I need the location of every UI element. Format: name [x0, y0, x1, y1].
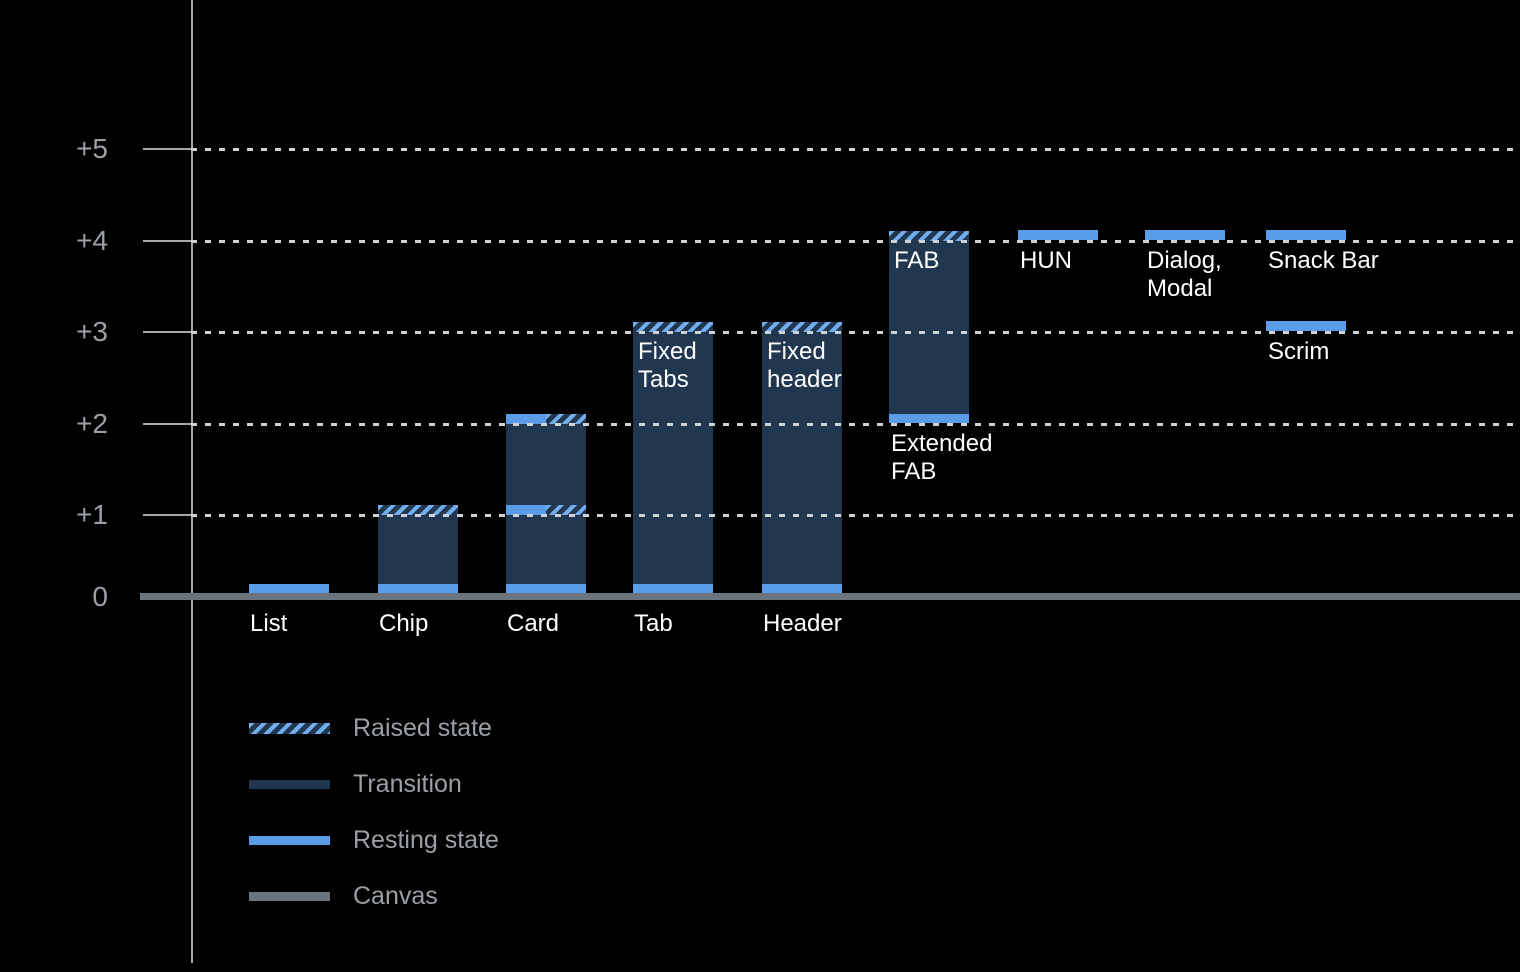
legend-label: Canvas — [353, 882, 438, 910]
legend-swatch-resting — [249, 835, 330, 845]
canvas-baseline — [140, 593, 1520, 600]
bar-inner-label: Fixed header — [767, 338, 842, 393]
bar-resting-strip — [249, 584, 329, 593]
y-tick-label: +3 — [76, 316, 108, 347]
bar-transition-segment — [506, 423, 586, 505]
y-axis-tick — [143, 514, 191, 516]
y-axis-tick — [143, 422, 191, 425]
legend-label: Raised state — [353, 714, 492, 742]
gridline-dotted — [191, 331, 1520, 334]
bar-transition-segment — [762, 332, 842, 584]
bar-inner-label: FAB — [894, 246, 940, 274]
y-tick-label: +4 — [76, 224, 108, 256]
bar-below-label: Dialog, Modal — [1147, 246, 1222, 302]
bar-raised-cap — [762, 322, 842, 332]
bar-below-label: Snack Bar — [1268, 246, 1379, 274]
bar-transition-segment — [378, 515, 458, 584]
y-axis-tick — [143, 239, 191, 242]
bar-resting-strip — [378, 584, 458, 593]
bar-inner-label: Fixed Tabs — [638, 338, 697, 393]
floating-resting-strip — [1266, 321, 1346, 331]
legend-label: Transition — [353, 770, 462, 798]
bar-resting-strip — [506, 584, 586, 593]
y-axis-tick — [143, 148, 191, 150]
x-axis-label: List — [250, 610, 288, 637]
gridline-dotted — [191, 148, 1520, 151]
legend-item: Canvas — [249, 880, 438, 912]
bar-resting-half-cap — [506, 505, 546, 515]
bar-below-label: Extended FAB — [891, 429, 993, 485]
bar-raised-half-cap — [546, 413, 586, 424]
bar-raised-half-cap — [546, 505, 586, 515]
y-axis-tick — [143, 331, 191, 333]
bar-below-label: Scrim — [1268, 338, 1330, 365]
floating-resting-strip — [1266, 229, 1346, 240]
y-tick-label: 0 — [92, 581, 108, 612]
bar-transition-segment — [889, 240, 969, 414]
bar-raised-cap — [378, 505, 458, 515]
gridline-dotted — [191, 239, 1520, 243]
legend-label: Resting state — [353, 826, 499, 854]
bar-raised-cap — [889, 230, 969, 241]
bar-resting-half-cap — [506, 413, 546, 424]
legend-swatch-canvas — [249, 891, 330, 901]
bar-transition-segment — [633, 332, 713, 584]
bar-resting-strip — [633, 584, 713, 593]
bar-transition-segment — [506, 515, 586, 584]
y-tick-label: +5 — [76, 133, 108, 164]
gridline-dotted — [191, 514, 1520, 517]
bar-resting-strip — [762, 584, 842, 593]
x-axis-label: Tab — [634, 610, 673, 637]
legend-swatch-raised — [249, 722, 330, 734]
y-axis-line — [191, 0, 193, 963]
legend-item: Raised state — [249, 712, 492, 744]
floating-resting-strip — [1018, 229, 1098, 240]
legend-item: Resting state — [249, 824, 499, 856]
gridline-dotted — [191, 422, 1520, 426]
bar-resting-strip — [889, 413, 969, 423]
floating-resting-strip — [1145, 229, 1225, 240]
x-axis-label: Header — [763, 610, 842, 637]
x-axis-label: Chip — [379, 610, 429, 637]
x-axis-label: Card — [507, 610, 560, 637]
y-tick-label: +2 — [76, 407, 108, 439]
bar-below-label: HUN — [1020, 246, 1072, 274]
bar-raised-cap — [633, 322, 713, 332]
legend-item: Transition — [249, 768, 462, 800]
y-tick-label: +1 — [76, 499, 108, 530]
legend-swatch-transition — [249, 779, 330, 789]
